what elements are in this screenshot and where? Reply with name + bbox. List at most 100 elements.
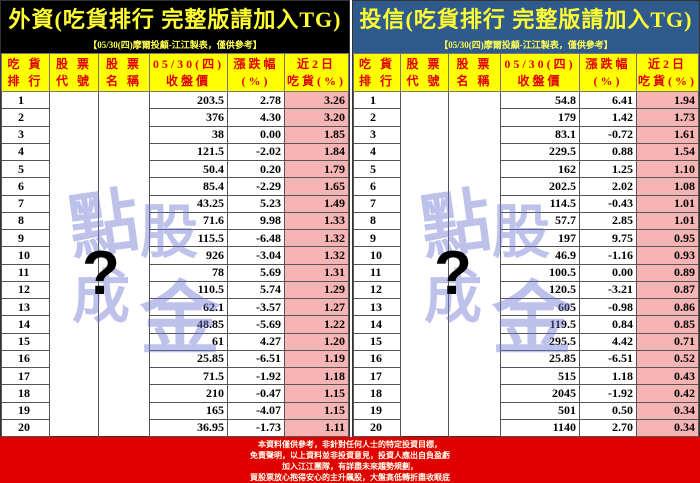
disclaimer-line: 買股票放心抱得安心的主升飆股，大盤高低轉折盡收眼底	[250, 473, 450, 482]
buy-pct-cell: 1.33	[284, 211, 349, 231]
buy-pct-cell: 0.52	[636, 349, 699, 369]
buy-pct-cell: 1.84	[284, 142, 349, 162]
stock-code-cell	[400, 126, 449, 144]
table-row: 15 61 4.27 1.20	[1, 332, 349, 351]
table-row: 13 62.1 -3.57 1.27	[1, 297, 349, 317]
stock-code-cell	[49, 212, 99, 230]
close-price-cell: 1140	[500, 418, 580, 438]
buy-pct-cell: 1.01	[636, 194, 699, 213]
column-header: 股 票代 號	[400, 53, 449, 92]
header-line: 漲跌幅	[585, 56, 631, 71]
buy-pct-cell: 0.42	[636, 384, 699, 403]
stock-code-cell	[400, 419, 449, 437]
change-pct-cell: -6.48	[227, 228, 285, 248]
header-line: 05/30(四)	[152, 56, 225, 71]
column-header: 股 票代 號	[49, 53, 99, 92]
change-pct-cell: 0.00	[579, 263, 637, 282]
stock-code-cell	[400, 315, 449, 333]
change-pct-cell: 2.85	[579, 211, 637, 231]
table-row: 4 121.5 -2.02 1.84	[1, 142, 349, 162]
stock-name-cell	[98, 91, 150, 109]
stock-code-cell	[400, 177, 449, 195]
change-pct-cell: 4.42	[579, 332, 637, 351]
close-price-cell: 376	[149, 108, 228, 127]
header-line: 漲跌幅	[233, 56, 279, 71]
stock-name-cell	[448, 160, 501, 178]
panel-subtitle: 【05/30(四)摩爾投顧-江江製表，僅供參考】	[353, 35, 699, 53]
rank-cell: 11	[1, 263, 50, 282]
change-pct-cell: -6.51	[579, 349, 637, 369]
change-pct-cell: -2.29	[227, 177, 285, 196]
buy-pct-cell: 1.20	[284, 332, 349, 351]
stock-name-cell	[98, 108, 150, 126]
rank-cell: 20	[353, 418, 401, 438]
close-price-cell: 210	[149, 384, 228, 403]
rank-cell: 12	[353, 280, 401, 300]
stock-code-cell	[400, 333, 449, 351]
close-price-cell: 48.85	[149, 315, 228, 334]
close-price-cell: 119.5	[500, 315, 580, 334]
table-row: 17 515 1.18 0.43	[353, 366, 699, 386]
stock-code-cell	[400, 195, 449, 213]
stock-name-cell	[448, 315, 501, 333]
close-price-cell: 71.5	[149, 366, 228, 386]
rank-cell: 15	[1, 332, 50, 351]
table-row: 20 1140 2.70 0.34	[353, 418, 699, 438]
close-price-cell: 38	[149, 125, 228, 144]
stock-code-cell	[400, 143, 449, 161]
change-pct-cell: 0.00	[227, 125, 285, 144]
close-price-cell: 515	[500, 366, 580, 386]
stock-code-cell	[400, 350, 449, 368]
close-price-cell: 2045	[500, 384, 580, 403]
stock-name-cell	[98, 419, 150, 437]
buy-pct-cell: 1.18	[284, 366, 349, 386]
buy-pct-cell: 3.26	[284, 90, 349, 110]
close-price-cell: 61	[149, 332, 228, 351]
close-price-cell: 120.5	[500, 280, 580, 300]
rank-cell: 16	[1, 349, 50, 369]
table-row: 8 71.6 9.98 1.33	[1, 211, 349, 231]
buy-pct-cell: 1.08	[636, 177, 699, 196]
buy-pct-cell: 0.34	[636, 418, 699, 438]
buy-pct-cell: 1.29	[284, 280, 349, 300]
close-price-cell: 162	[500, 159, 580, 179]
close-price-cell: 179	[500, 108, 580, 127]
close-price-cell: 25.85	[149, 349, 228, 369]
table-row: 13 605 -0.98 0.86	[353, 297, 699, 317]
header-line: 股 票	[105, 56, 142, 71]
column-header: 漲跌幅 (%)	[227, 53, 285, 92]
column-header: 股 票名 稱	[448, 53, 501, 92]
stock-code-cell	[400, 91, 449, 109]
panel-title: 投信(吃貨排行 完整版請加入TG)	[353, 1, 699, 35]
buy-pct-cell: 0.95	[636, 228, 699, 248]
header-line: 吃 貨	[358, 56, 395, 71]
change-pct-cell: 6.41	[579, 90, 637, 110]
change-pct-cell: -1.16	[579, 246, 637, 265]
stock-code-cell	[49, 315, 99, 333]
rank-cell: 20	[1, 418, 50, 438]
header-line: 吃 貨	[7, 56, 44, 71]
change-pct-cell: -2.02	[227, 142, 285, 162]
table-row: 9 197 9.75 0.95	[353, 228, 699, 248]
rank-cell: 1	[1, 90, 50, 110]
header-line: 名 稱	[456, 73, 493, 88]
buy-pct-cell: 1.79	[284, 159, 349, 179]
rank-cell: 17	[353, 366, 401, 386]
close-price-cell: 54.8	[500, 90, 580, 110]
buy-pct-cell: 1.19	[284, 349, 349, 369]
buy-pct-cell: 1.94	[636, 90, 699, 110]
change-pct-cell: -1.73	[227, 418, 285, 438]
rank-cell: 10	[1, 246, 50, 265]
stock-name-cell	[98, 160, 150, 178]
buy-pct-cell: 1.61	[636, 125, 699, 144]
change-pct-cell: 2.02	[579, 177, 637, 196]
change-pct-cell: -0.47	[227, 384, 285, 403]
column-header: 近2日 吃貨(%)	[284, 53, 349, 92]
stock-code-cell	[49, 333, 99, 351]
table-row: 8 57.7 2.85 1.01	[353, 211, 699, 231]
table-row: 2 179 1.42 1.73	[353, 108, 699, 127]
close-price-cell: 62.1	[149, 297, 228, 317]
close-price-cell: 203.5	[149, 90, 228, 110]
rank-cell: 1	[353, 90, 401, 110]
ranking-table: 吃 貨排 行股 票代 號股 票名 稱 05/30(四) 收盤價 漲跌幅 (%) 近2日 吃貨…	[353, 53, 699, 438]
